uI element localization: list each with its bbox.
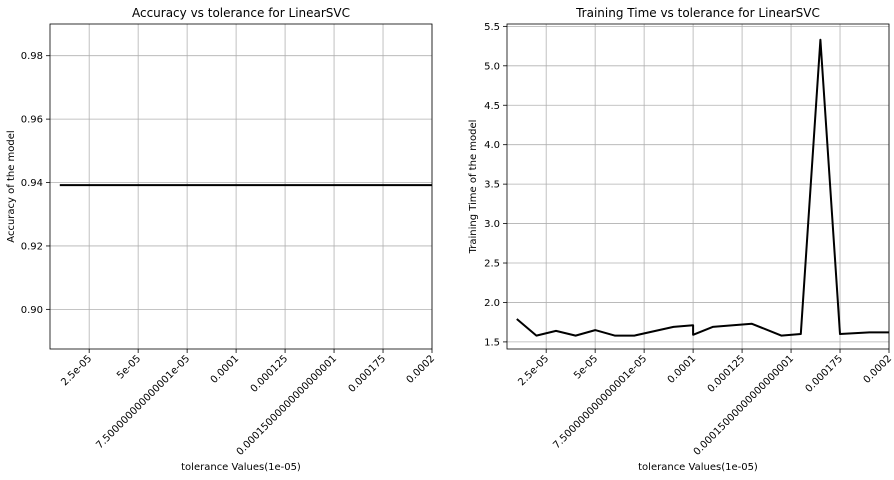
- training-time-y-tick-label: 5.5: [484, 22, 500, 33]
- training-time-x-tick-label: 2.5e-05: [516, 353, 551, 388]
- accuracy-x-tick-label: 2.5e-05: [59, 353, 94, 388]
- accuracy-grid: [50, 24, 433, 349]
- accuracy-plot-frame: [49, 23, 433, 350]
- accuracy-x-tick-label: 7.500000000000001e-05: [94, 353, 192, 451]
- training-time-y-tick-label: 3.0: [484, 219, 500, 230]
- training-time-x-tick-label: 0.0001: [666, 353, 699, 386]
- accuracy-x-tick-label: 0.000175: [347, 353, 389, 395]
- training-time-plot-frame: [506, 23, 890, 350]
- training-time-x-tick-label: 5e-05: [572, 353, 600, 381]
- training-time-chart-title: Training Time vs tolerance for LinearSVC: [575, 6, 820, 20]
- accuracy-x-tick-label: 0.0001: [209, 353, 242, 386]
- training-time-grid: [507, 24, 890, 349]
- accuracy-y-tick-label: 0.92: [21, 241, 43, 252]
- accuracy-x-tick-label: 0.000125: [249, 353, 291, 395]
- training-time-ticks: 2.5e-05 5e-057.500000000000001e-05 0.0001 0…: [484, 22, 894, 458]
- accuracy-y-axis-label: Accuracy of the model: [6, 130, 17, 242]
- training-time-series-line: [516, 38, 889, 337]
- accuracy-ticks: 2.5e-05 5e-057.500000000000001e-05 0.0001 0…: [21, 51, 437, 458]
- training-time-y-tick-label: 3.5: [484, 180, 500, 191]
- training-time-chart: 2.5e-05 5e-057.500000000000001e-05 0.0001 0…: [468, 6, 894, 473]
- training-time-x-tick-label: 0.000175: [804, 353, 846, 395]
- accuracy-x-tick-label: 0.00015000000000000001: [235, 353, 340, 458]
- training-time-x-tick-label: 0.0002: [862, 353, 894, 386]
- accuracy-chart: 2.5e-05 5e-057.500000000000001e-05 0.0001 0…: [6, 6, 437, 473]
- accuracy-y-tick-label: 0.98: [21, 51, 43, 62]
- training-time-y-tick-label: 4.0: [484, 140, 500, 151]
- training-time-y-tick-label: 2.0: [484, 298, 500, 309]
- accuracy-y-tick-label: 0.94: [21, 178, 43, 189]
- training-time-x-tick-label: 0.000125: [706, 353, 748, 395]
- training-time-series: [516, 38, 889, 337]
- accuracy-x-tick-label: 5e-05: [115, 353, 143, 381]
- accuracy-y-tick-label: 0.90: [21, 305, 43, 316]
- accuracy-chart-title: Accuracy vs tolerance for LinearSVC: [132, 6, 350, 20]
- training-time-y-tick-label: 4.5: [484, 101, 500, 112]
- training-time-y-tick-label: 2.5: [484, 259, 500, 270]
- training-time-y-tick-label: 1.5: [484, 337, 500, 348]
- training-time-y-axis-label: Training Time of the model: [468, 120, 479, 255]
- accuracy-y-tick-label: 0.96: [21, 115, 43, 126]
- accuracy-x-tick-label: 0.0002: [405, 353, 438, 386]
- accuracy-x-axis-label: tolerance Values(1e-05): [181, 462, 301, 473]
- training-time-y-tick-label: 5.0: [484, 61, 500, 72]
- training-time-x-axis-label: tolerance Values(1e-05): [638, 462, 758, 473]
- training-time-x-tick-label: 7.500000000000001e-05: [551, 353, 649, 451]
- training-time-x-tick-label: 0.00015000000000000001: [692, 353, 797, 458]
